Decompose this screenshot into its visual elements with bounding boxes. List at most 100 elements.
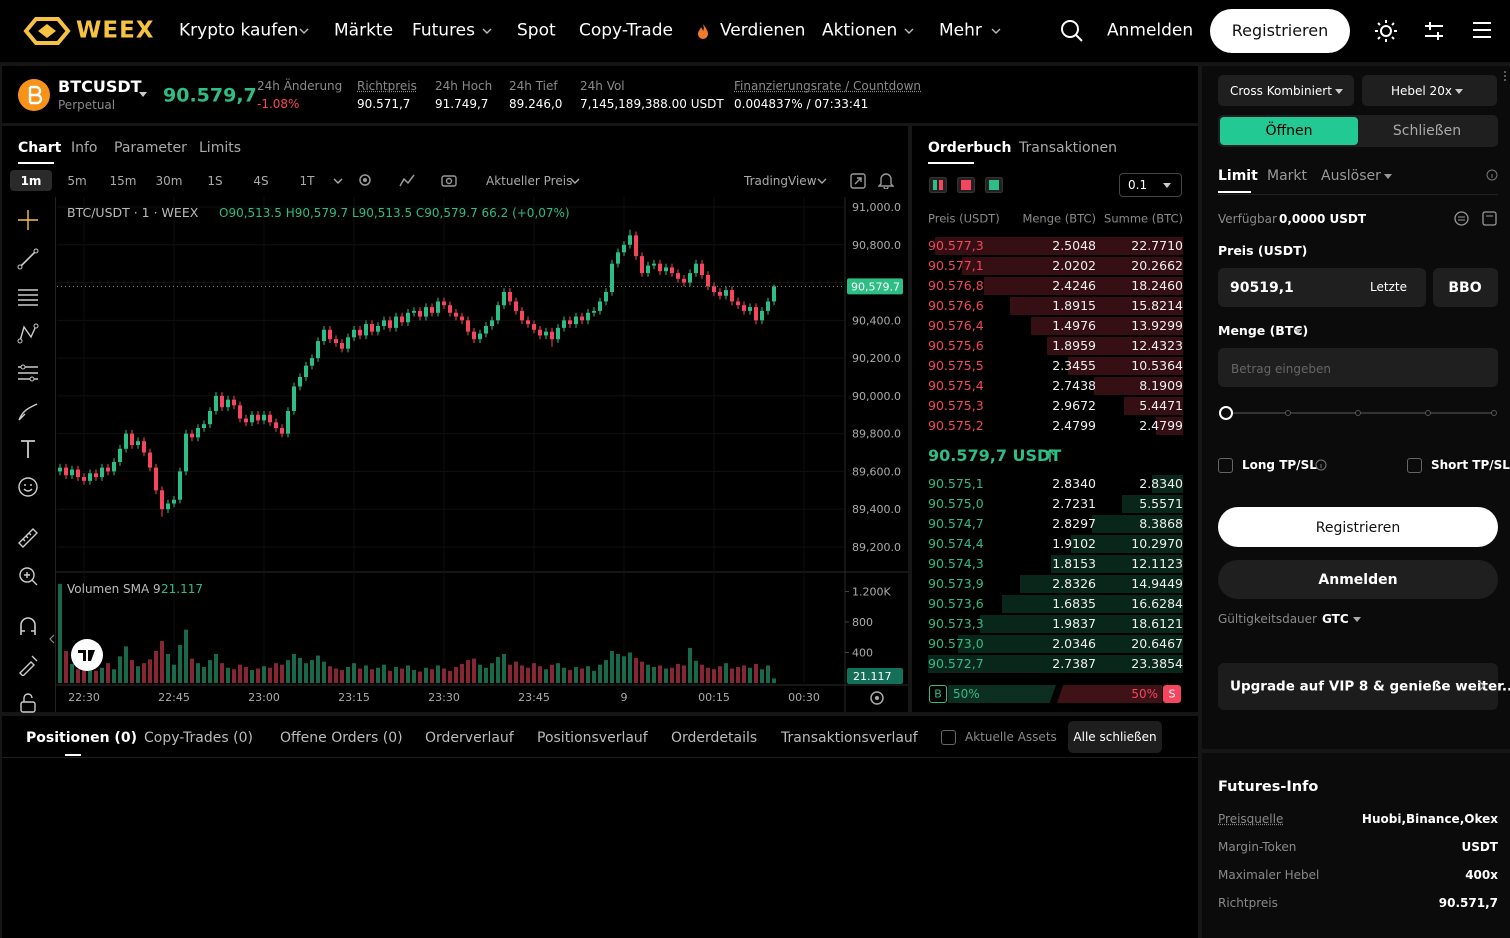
order-price[interactable]: 90.573,9 <box>928 575 984 591</box>
bell-icon[interactable] <box>878 172 894 189</box>
chart-lib[interactable]: TradingView <box>744 174 817 188</box>
order-price[interactable]: 90.574,4 <box>928 535 984 551</box>
tpsl-info[interactable] <box>1315 459 1327 471</box>
positions-tab[interactable]: Orderverlauf <box>425 730 514 746</box>
nav-item[interactable]: Märkte <box>334 20 394 41</box>
order-price[interactable]: 90.576,8 <box>928 277 984 293</box>
drawing-tool[interactable] <box>17 362 39 384</box>
theme-icon[interactable] <box>1374 19 1398 43</box>
long-tpsl-checkbox[interactable] <box>1218 458 1233 473</box>
order-type-tab[interactable]: Auslöser <box>1321 168 1381 184</box>
order-price[interactable]: 90.575,4 <box>928 377 984 393</box>
login-link[interactable]: Anmelden <box>1107 20 1194 41</box>
price-input-value[interactable]: 90519,1 <box>1230 280 1294 296</box>
order-price[interactable]: 90.575,2 <box>928 417 984 433</box>
positions-tab[interactable]: Positionen (0) <box>26 730 137 746</box>
register-button[interactable] <box>1210 9 1350 53</box>
order-price[interactable]: 90.572,7 <box>928 655 984 671</box>
collapse-icon[interactable] <box>48 634 56 644</box>
indicator-icon[interactable] <box>399 172 415 188</box>
view-both[interactable] <box>929 177 947 193</box>
slider-dot[interactable] <box>1285 410 1291 416</box>
slider-dot[interactable] <box>1425 410 1431 416</box>
view-bids[interactable] <box>985 177 1003 193</box>
interval[interactable]: 1S <box>207 174 223 188</box>
order-price[interactable]: 90.576,6 <box>928 297 984 313</box>
positions-tab[interactable]: Offene Orders (0) <box>280 730 403 746</box>
order-price[interactable]: 90.573,0 <box>928 635 984 651</box>
order-price[interactable]: 90.576,4 <box>928 317 984 333</box>
view-asks[interactable] <box>957 177 975 193</box>
panel-register-label[interactable]: Registrieren <box>1315 520 1401 536</box>
interval[interactable]: 30m <box>155 174 183 188</box>
nav-item[interactable]: Futures <box>412 20 475 41</box>
chart-tab[interactable]: Chart <box>18 140 62 156</box>
order-price[interactable]: 90.575,0 <box>928 495 984 511</box>
order-price[interactable]: 90.574,3 <box>928 555 984 571</box>
calc-icon[interactable] <box>1482 211 1497 226</box>
nav-item[interactable]: Mehr <box>939 20 982 41</box>
order-price[interactable]: 90.575,6 <box>928 337 984 353</box>
drawing-tool[interactable] <box>17 323 39 345</box>
transfer-icon[interactable] <box>1454 211 1469 226</box>
assets-checkbox[interactable] <box>941 730 956 745</box>
nav-item[interactable]: Verdienen <box>720 20 806 41</box>
interval[interactable]: 15m <box>109 174 137 188</box>
order-type-tab[interactable]: Limit <box>1218 168 1258 184</box>
drawing-tool[interactable] <box>17 400 39 422</box>
bbo-button[interactable] <box>1433 268 1498 307</box>
positions-tab[interactable]: Positionsverlauf <box>537 730 648 746</box>
panel-login-button[interactable] <box>1218 560 1498 599</box>
interval[interactable]: 4S <box>253 174 269 188</box>
interval[interactable]: 1T <box>299 174 315 188</box>
order-price[interactable]: 90.575,5 <box>928 357 984 373</box>
settings-icon[interactable] <box>1423 20 1445 42</box>
upgrade-text[interactable]: Upgrade auf VIP 8 & genieße weiter... <box>1230 678 1510 695</box>
interval[interactable]: 5m <box>67 174 87 188</box>
positions-tab[interactable]: Orderdetails <box>671 730 758 746</box>
close-all-button[interactable] <box>1068 721 1162 753</box>
precision-select[interactable] <box>1119 173 1182 197</box>
search-icon[interactable] <box>1060 19 1084 43</box>
price-input[interactable] <box>1218 268 1426 307</box>
gear-icon[interactable] <box>357 172 373 188</box>
positions-tab[interactable]: Transaktionsverlauf <box>781 730 918 746</box>
drawing-tool[interactable] <box>17 286 39 308</box>
chart-tab[interactable]: Limits <box>199 140 241 156</box>
camera-icon[interactable] <box>441 173 457 187</box>
slider-dot[interactable] <box>1491 410 1497 416</box>
logo-icon[interactable] <box>22 15 72 47</box>
slider-dot[interactable] <box>1355 410 1361 416</box>
info-icon[interactable] <box>1486 169 1498 181</box>
drawing-tool[interactable] <box>17 248 39 270</box>
bbo-label[interactable]: BBO <box>1448 280 1482 296</box>
interval[interactable]: 1m <box>20 174 42 188</box>
order-price[interactable]: 90.575,1 <box>928 475 984 491</box>
slider-dot[interactable] <box>1219 406 1233 420</box>
order-price[interactable]: 90.577,1 <box>928 257 984 273</box>
order-price[interactable]: 90.573,3 <box>928 615 984 631</box>
candlestick-chart[interactable]: 91,000.090,800.090,600.090,400.090,200.0… <box>0 0 910 712</box>
drawing-tool[interactable] <box>17 692 39 714</box>
menu-icon[interactable] <box>1472 21 1492 39</box>
qty-input[interactable] <box>1218 348 1498 387</box>
drawing-tool[interactable] <box>17 527 39 549</box>
price-mode[interactable]: Aktueller Preis <box>486 174 573 188</box>
price-last[interactable]: Letzte <box>1370 280 1407 294</box>
panel-login-label[interactable]: Anmelden <box>1318 572 1398 588</box>
positions-tab[interactable]: Copy-Trades (0) <box>144 730 253 746</box>
order-price[interactable]: 90.574,7 <box>928 515 984 531</box>
nav-item[interactable]: Aktionen <box>822 20 898 41</box>
nav-item[interactable]: Spot <box>517 20 556 41</box>
qty-placeholder[interactable]: Betrag eingeben <box>1231 362 1331 376</box>
reset-icon[interactable] <box>868 689 886 707</box>
upgrade-banner[interactable] <box>1218 663 1498 710</box>
drawing-tool[interactable] <box>17 476 39 498</box>
order-price[interactable]: 90.577,3 <box>928 237 984 253</box>
logo[interactable]: WEEX <box>76 17 155 44</box>
close-label[interactable]: Schließen <box>1392 123 1462 139</box>
register-label[interactable]: Registrieren <box>1231 21 1329 40</box>
chart-tab[interactable]: Parameter <box>114 140 187 156</box>
order-type-tab[interactable]: Markt <box>1267 168 1308 184</box>
order-price[interactable]: 90.575,3 <box>928 397 984 413</box>
